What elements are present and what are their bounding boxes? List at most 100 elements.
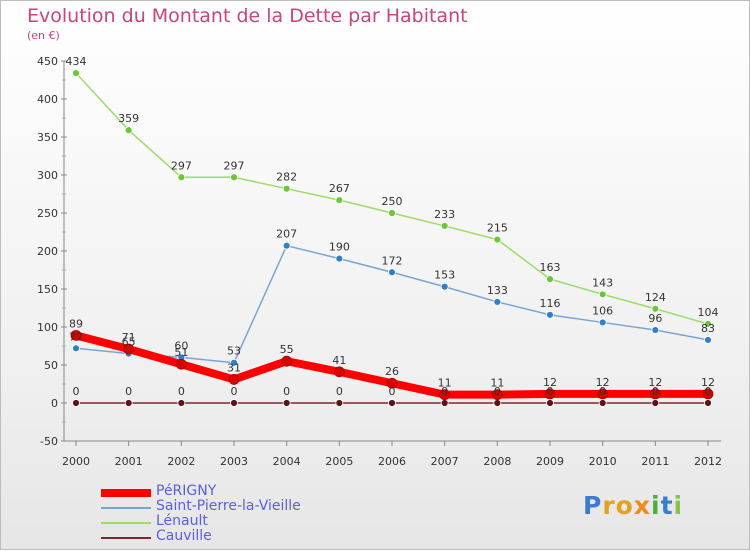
data-label: 96 [648,312,662,325]
data-label: 11 [438,377,452,390]
x-tick-label: 2000 [62,455,90,468]
data-point [546,310,554,319]
data-point [335,196,344,204]
data-label: 26 [385,365,399,378]
proxiti-logo: Proxiti [583,491,683,520]
data-label: 0 [73,385,80,398]
data-label: 190 [329,241,350,254]
data-point [228,374,240,385]
data-label: 55 [280,343,294,356]
data-point [598,399,607,407]
data-point [282,241,291,250]
data-point [649,388,661,400]
data-label: 282 [276,171,297,184]
data-label: 51 [174,346,188,359]
data-point [72,344,80,353]
data-point [651,326,660,334]
data-label: 163 [540,261,561,274]
data-point [439,389,451,401]
data-point [598,290,607,299]
data-label: 0 [283,385,290,398]
data-point [597,388,609,400]
data-label: 0 [178,385,185,398]
data-point [335,399,344,407]
data-label: 0 [231,385,238,398]
x-tick-label: 2005 [325,455,353,468]
data-label: 12 [701,376,715,389]
data-label: 0 [547,385,554,398]
legend-label: PéRIGNY [156,483,217,499]
data-label: 60 [174,339,188,352]
x-tick-label: 2006 [378,455,406,468]
data-point [491,389,503,401]
data-label: 267 [329,182,350,195]
logo-letter: r [602,491,616,520]
x-tick-label: 2008 [483,455,511,468]
data-point [386,377,398,389]
legend-swatch [101,489,151,497]
data-label: 297 [224,159,245,172]
data-label: 12 [543,376,557,389]
data-point [230,399,238,407]
data-point [388,399,396,407]
x-tick-label: 2007 [431,455,459,468]
data-label: 0 [125,385,132,398]
data-point [440,399,449,407]
logo-letter: i [673,491,684,520]
data-point [546,399,554,407]
data-label: 106 [592,304,613,317]
data-point [281,355,293,367]
data-point [651,399,660,407]
chart-title: Evolution du Montant de la Dette par Hab… [27,5,468,27]
data-label: 0 [599,385,606,398]
data-point [704,320,712,328]
data-point [493,399,502,407]
data-label: 0 [705,385,712,398]
data-point [72,69,80,78]
legend-label: Cauville [156,528,212,544]
data-point [544,388,556,400]
data-label: 12 [596,376,610,389]
x-tick-label: 2002 [167,455,195,468]
data-label: 250 [382,195,403,208]
data-point [704,336,712,344]
data-point [704,399,712,407]
x-tick-label: 2011 [641,455,669,468]
data-point [124,126,133,135]
data-label: 83 [701,322,715,335]
data-point [651,304,660,313]
y-tick-label: 400 [37,93,58,106]
y-tick-label: 100 [37,321,58,334]
data-point [702,388,714,400]
data-point [282,184,291,193]
x-tick-label: 2004 [273,455,301,468]
data-point [230,358,238,367]
data-point [70,329,82,341]
y-tick-label: 350 [37,131,58,144]
data-point [546,275,554,284]
data-point [493,298,502,306]
data-label: 172 [382,254,403,267]
data-point [440,282,449,291]
y-tick-label: 150 [37,283,58,296]
legend-swatch [101,537,151,539]
data-point [598,318,607,327]
logo-letter: P [583,491,603,520]
data-label: 72 [69,330,83,343]
data-label: 11 [490,377,504,390]
legend-label: Lénault [156,513,208,529]
data-point [335,254,344,263]
data-point [440,222,449,230]
data-point [333,366,345,378]
y-tick-label: -50 [40,435,58,448]
y-tick-label: 250 [37,207,58,220]
legend-label: Saint-Pierre-la-Vieille [156,498,301,514]
y-tick-label: 200 [37,245,58,258]
data-label: 233 [434,208,455,221]
data-label: 12 [648,376,662,389]
data-label: 104 [698,306,719,319]
data-label: 0 [494,385,501,398]
data-point [177,173,186,182]
